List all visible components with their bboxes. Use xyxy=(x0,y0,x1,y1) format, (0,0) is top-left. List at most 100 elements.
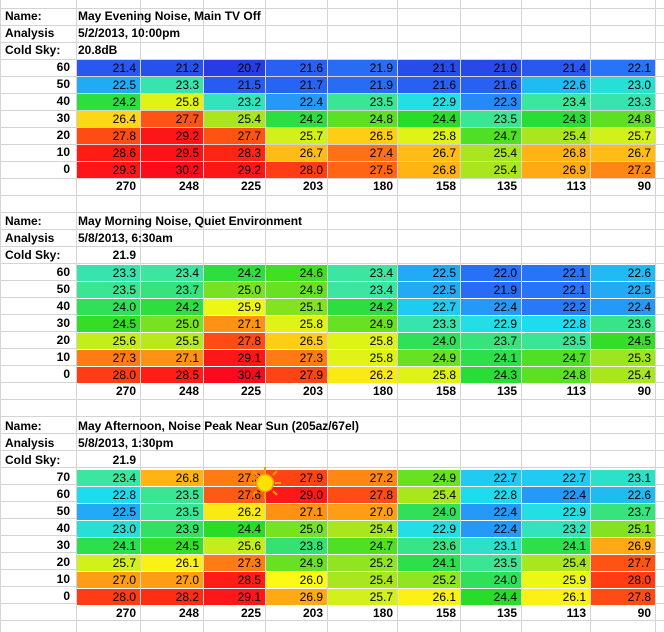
noise-cell[interactable]: 23.5 xyxy=(141,504,203,520)
noise-cell[interactable]: 26.2 xyxy=(204,504,265,520)
noise-cell[interactable]: 25.8 xyxy=(398,367,460,383)
noise-cell[interactable]: 26.7 xyxy=(591,145,655,161)
noise-cell[interactable]: 24.9 xyxy=(266,555,327,571)
noise-cell[interactable]: 23.5 xyxy=(461,555,521,571)
noise-cell[interactable]: 21.5 xyxy=(204,77,265,93)
noise-cell[interactable]: 25.9 xyxy=(204,299,265,315)
noise-cell[interactable]: 24.6 xyxy=(266,265,327,281)
noise-cell[interactable]: 25.7 xyxy=(591,128,655,144)
noise-cell[interactable]: 25.2 xyxy=(398,572,460,588)
noise-cell[interactable]: 25.8 xyxy=(328,350,397,366)
noise-cell[interactable]: 25.4 xyxy=(522,555,590,571)
noise-cell[interactable]: 22.0 xyxy=(461,265,521,281)
noise-cell[interactable]: 26.4 xyxy=(77,111,140,127)
noise-cell[interactable]: 26.9 xyxy=(266,589,327,605)
noise-cell[interactable]: 23.5 xyxy=(461,111,521,127)
noise-cell[interactable]: 25.1 xyxy=(591,521,655,537)
noise-cell[interactable]: 29.1 xyxy=(204,350,265,366)
noise-cell[interactable]: 27.8 xyxy=(77,128,140,144)
noise-cell[interactable]: 24.7 xyxy=(522,350,590,366)
noise-cell[interactable]: 22.4 xyxy=(461,521,521,537)
noise-cell[interactable]: 25.4 xyxy=(398,487,460,503)
noise-cell[interactable]: 25.4 xyxy=(461,145,521,161)
noise-cell[interactable]: 22.7 xyxy=(461,470,521,486)
noise-cell[interactable]: 23.0 xyxy=(77,521,140,537)
noise-cell[interactable]: 23.7 xyxy=(591,504,655,520)
noise-cell[interactable]: 24.5 xyxy=(141,538,203,554)
noise-cell[interactable]: 27.9 xyxy=(266,367,327,383)
noise-cell[interactable]: 25.8 xyxy=(398,128,460,144)
noise-cell[interactable]: 22.4 xyxy=(591,299,655,315)
noise-cell[interactable]: 23.6 xyxy=(591,316,655,332)
noise-cell[interactable]: 23.3 xyxy=(398,316,460,332)
noise-cell[interactable]: 27.0 xyxy=(141,572,203,588)
noise-cell[interactable]: 21.0 xyxy=(461,60,521,76)
noise-cell[interactable]: 28.2 xyxy=(141,589,203,605)
noise-cell[interactable]: 23.4 xyxy=(141,265,203,281)
noise-cell[interactable]: 24.4 xyxy=(204,521,265,537)
noise-cell[interactable]: 24.1 xyxy=(77,538,140,554)
noise-cell[interactable]: 25.5 xyxy=(141,333,203,349)
noise-cell[interactable]: 21.6 xyxy=(461,77,521,93)
noise-cell[interactable]: 25.7 xyxy=(328,589,397,605)
noise-cell[interactable]: 24.0 xyxy=(398,333,460,349)
noise-cell[interactable]: 27.7 xyxy=(204,128,265,144)
noise-cell[interactable]: 23.5 xyxy=(522,333,590,349)
noise-cell[interactable]: 22.4 xyxy=(266,94,327,110)
noise-cell[interactable]: 22.6 xyxy=(591,265,655,281)
noise-cell[interactable]: 23.5 xyxy=(328,94,397,110)
noise-cell[interactable]: 26.5 xyxy=(266,333,327,349)
noise-cell[interactable]: 24.9 xyxy=(398,350,460,366)
noise-cell[interactable]: 26.1 xyxy=(141,555,203,571)
noise-cell[interactable]: 24.3 xyxy=(461,367,521,383)
noise-cell[interactable]: 23.1 xyxy=(461,538,521,554)
noise-cell[interactable]: 27.5 xyxy=(328,162,397,178)
noise-cell[interactable]: 22.9 xyxy=(461,316,521,332)
noise-cell[interactable]: 24.8 xyxy=(591,111,655,127)
noise-cell[interactable]: 26.1 xyxy=(398,589,460,605)
noise-cell[interactable]: 21.1 xyxy=(398,60,460,76)
noise-cell[interactable]: 21.9 xyxy=(461,282,521,298)
noise-cell[interactable]: 24.2 xyxy=(328,299,397,315)
noise-cell[interactable]: 26.8 xyxy=(398,162,460,178)
noise-cell[interactable]: 27.8 xyxy=(591,589,655,605)
noise-cell[interactable]: 26.9 xyxy=(591,538,655,554)
noise-cell[interactable]: 24.1 xyxy=(522,538,590,554)
noise-cell[interactable]: 22.3 xyxy=(461,94,521,110)
noise-cell[interactable]: 21.9 xyxy=(328,60,397,76)
noise-cell[interactable]: 25.1 xyxy=(266,299,327,315)
noise-cell[interactable]: 25.4 xyxy=(328,572,397,588)
noise-cell[interactable]: 24.2 xyxy=(204,265,265,281)
noise-cell[interactable]: 24.3 xyxy=(522,111,590,127)
noise-cell[interactable]: 27.4 xyxy=(328,145,397,161)
noise-cell[interactable]: 25.0 xyxy=(204,282,265,298)
noise-cell[interactable]: 23.3 xyxy=(77,265,140,281)
noise-cell[interactable]: 22.8 xyxy=(461,487,521,503)
noise-cell[interactable]: 22.7 xyxy=(398,299,460,315)
noise-cell[interactable]: 22.5 xyxy=(398,282,460,298)
noise-cell[interactable]: 25.6 xyxy=(204,538,265,554)
noise-cell[interactable]: 24.2 xyxy=(266,111,327,127)
noise-cell[interactable]: 21.4 xyxy=(77,60,140,76)
noise-cell[interactable]: 22.1 xyxy=(522,265,590,281)
noise-cell[interactable]: 24.9 xyxy=(266,282,327,298)
noise-cell[interactable]: 22.4 xyxy=(461,504,521,520)
noise-cell[interactable]: 27.9 xyxy=(266,470,327,486)
noise-cell[interactable]: 22.1 xyxy=(591,60,655,76)
noise-cell[interactable]: 24.0 xyxy=(461,572,521,588)
noise-cell[interactable]: 23.9 xyxy=(141,521,203,537)
noise-cell[interactable]: 27.3 xyxy=(204,555,265,571)
noise-cell[interactable]: 22.8 xyxy=(522,316,590,332)
noise-cell[interactable]: 27.8 xyxy=(328,487,397,503)
noise-cell[interactable]: 27.7 xyxy=(591,555,655,571)
noise-cell[interactable]: 21.9 xyxy=(328,77,397,93)
noise-cell[interactable]: 27.7 xyxy=(141,111,203,127)
noise-cell[interactable]: 21.7 xyxy=(266,77,327,93)
noise-cell[interactable]: 23.2 xyxy=(522,521,590,537)
noise-cell[interactable]: 27.3 xyxy=(266,350,327,366)
noise-cell[interactable]: 22.9 xyxy=(522,504,590,520)
noise-cell[interactable]: 24.5 xyxy=(77,316,140,332)
noise-cell[interactable]: 27.2 xyxy=(328,470,397,486)
noise-cell[interactable]: 24.1 xyxy=(461,350,521,366)
noise-cell[interactable]: 25.4 xyxy=(328,521,397,537)
